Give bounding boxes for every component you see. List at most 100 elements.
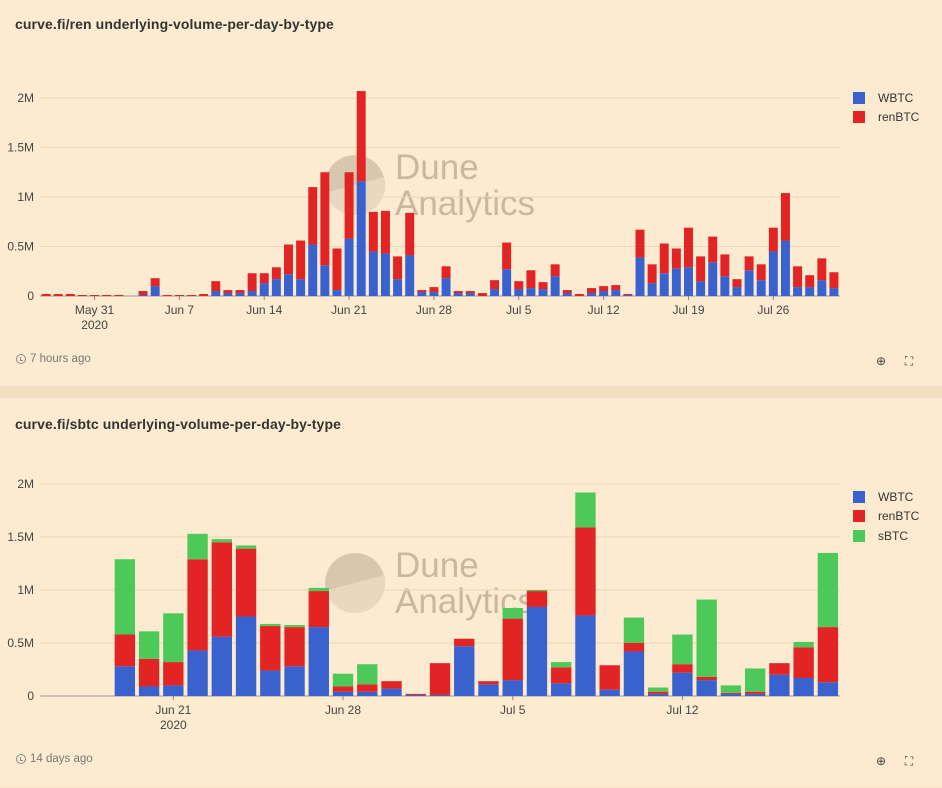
bar-segment-renbtc[interactable]	[259, 273, 269, 284]
bar-segment-wbtc[interactable]	[793, 287, 803, 296]
bar-segment-renbtc[interactable]	[684, 227, 693, 268]
bar-segment-wbtc[interactable]	[550, 276, 560, 296]
bar-segment-renbtc[interactable]	[526, 270, 536, 289]
bar-segment-wbtc[interactable]	[720, 693, 742, 696]
bar-segment-wbtc[interactable]	[332, 691, 354, 696]
bar-segment-sbtc[interactable]	[211, 539, 232, 543]
bar-segment-renbtc[interactable]	[90, 295, 100, 296]
bar-segment-wbtc[interactable]	[611, 290, 621, 296]
bar-segment-renbtc[interactable]	[454, 638, 475, 647]
bar-segment-renbtc[interactable]	[526, 591, 548, 607]
bar-segment-wbtc[interactable]	[138, 686, 160, 696]
bar-segment-renbtc[interactable]	[720, 692, 742, 694]
bar-segment-renbtc[interactable]	[574, 294, 584, 296]
bar-segment-renbtc[interactable]	[138, 291, 148, 296]
bar-segment-renbtc[interactable]	[332, 686, 354, 692]
bar-segment-renbtc[interactable]	[199, 294, 209, 296]
bar-segment-wbtc[interactable]	[380, 253, 390, 296]
bar-segment-sbtc[interactable]	[696, 599, 717, 677]
bar-segment-wbtc[interactable]	[405, 255, 415, 296]
bar-segment-renbtc[interactable]	[599, 665, 620, 690]
bar-segment-renbtc[interactable]	[780, 193, 790, 241]
bar-segment-renbtc[interactable]	[380, 210, 390, 254]
bar-segment-renbtc[interactable]	[211, 281, 221, 292]
bar-segment-renbtc[interactable]	[53, 294, 63, 296]
bar-segment-wbtc[interactable]	[441, 278, 451, 296]
bar-segment-sbtc[interactable]	[308, 587, 329, 592]
bar-segment-renbtc[interactable]	[344, 172, 354, 239]
bar-segment-renbtc[interactable]	[102, 295, 112, 296]
bar-segment-wbtc[interactable]	[684, 267, 693, 296]
bar-segment-wbtc[interactable]	[308, 244, 318, 296]
bar-segment-renbtc[interactable]	[417, 290, 427, 293]
bar-segment-renbtc[interactable]	[235, 290, 245, 294]
bar-segment-wbtc[interactable]	[284, 274, 293, 296]
bar-segment-renbtc[interactable]	[163, 662, 184, 686]
bar-segment-renbtc[interactable]	[429, 663, 451, 695]
bar-segment-sbtc[interactable]	[623, 617, 645, 643]
bar-segment-wbtc[interactable]	[708, 262, 718, 296]
bar-segment-wbtc[interactable]	[659, 273, 669, 296]
bar-segment-renbtc[interactable]	[744, 256, 754, 271]
bar-segment-renbtc[interactable]	[635, 229, 645, 258]
bar-segment-wbtc[interactable]	[381, 688, 402, 696]
bar-segment-renbtc[interactable]	[453, 291, 463, 294]
bar-segment-wbtc[interactable]	[211, 636, 232, 696]
bar-segment-renbtc[interactable]	[696, 676, 717, 681]
bar-segment-renbtc[interactable]	[247, 273, 257, 292]
bar-segment-wbtc[interactable]	[648, 693, 669, 696]
bar-segment-wbtc[interactable]	[732, 287, 742, 296]
bar-segment-renbtc[interactable]	[114, 634, 136, 667]
bar-segment-renbtc[interactable]	[817, 627, 839, 683]
bar-segment-wbtc[interactable]	[562, 293, 572, 296]
bar-segment-renbtc[interactable]	[744, 691, 766, 694]
bar-segment-wbtc[interactable]	[150, 286, 160, 296]
bar-segment-renbtc[interactable]	[817, 258, 827, 281]
bar-segment-wbtc[interactable]	[453, 293, 463, 296]
bar-segment-sbtc[interactable]	[357, 664, 378, 685]
bar-segment-wbtc[interactable]	[769, 674, 790, 696]
bar-segment-sbtc[interactable]	[575, 492, 596, 528]
bar-segment-renbtc[interactable]	[77, 295, 87, 296]
bar-segment-sbtc[interactable]	[551, 662, 572, 668]
bar-segment-renbtc[interactable]	[320, 172, 330, 266]
bar-segment-wbtc[interactable]	[599, 291, 609, 296]
bar-segment-wbtc[interactable]	[344, 238, 354, 296]
bar-segment-sbtc[interactable]	[648, 687, 669, 692]
bar-segment-renbtc[interactable]	[235, 548, 257, 617]
bar-segment-wbtc[interactable]	[465, 293, 475, 296]
bar-segment-renbtc[interactable]	[550, 264, 560, 277]
bar-segment-renbtc[interactable]	[672, 664, 693, 673]
bar-segment-wbtc[interactable]	[575, 615, 596, 696]
bar-segment-wbtc[interactable]	[817, 682, 839, 696]
bar-segment-renbtc[interactable]	[502, 618, 523, 681]
bar-segment-wbtc[interactable]	[696, 281, 706, 296]
bar-segment-renbtc[interactable]	[65, 294, 75, 296]
zoom-in-icon[interactable]: ⊕	[875, 354, 887, 368]
bar-segment-renbtc[interactable]	[368, 211, 378, 252]
bar-segment-wbtc[interactable]	[502, 680, 523, 696]
bar-segment-renbtc[interactable]	[611, 285, 621, 291]
bar-segment-renbtc[interactable]	[647, 264, 657, 284]
bar-segment-renbtc[interactable]	[465, 291, 475, 294]
bar-segment-renbtc[interactable]	[587, 288, 596, 294]
bar-segment-renbtc[interactable]	[308, 591, 329, 628]
bar-segment-wbtc[interactable]	[429, 292, 439, 296]
bar-segment-renbtc[interactable]	[187, 559, 208, 651]
bar-segment-sbtc[interactable]	[235, 545, 257, 549]
bar-segment-renbtc[interactable]	[623, 294, 633, 296]
bar-segment-renbtc[interactable]	[768, 227, 778, 252]
bar-segment-renbtc[interactable]	[793, 647, 814, 678]
bar-segment-sbtc[interactable]	[114, 559, 136, 635]
bar-segment-sbtc[interactable]	[187, 533, 208, 560]
bar-segment-renbtc[interactable]	[211, 542, 232, 637]
bar-segment-renbtc[interactable]	[671, 248, 681, 269]
bar-segment-wbtc[interactable]	[405, 694, 426, 696]
bar-segment-wbtc[interactable]	[114, 666, 136, 696]
bar-segment-renbtc[interactable]	[393, 256, 403, 280]
bar-segment-sbtc[interactable]	[284, 624, 305, 628]
bar-segment-wbtc[interactable]	[514, 289, 524, 296]
legend-item-wbtc[interactable]: WBTC	[853, 88, 919, 108]
bar-segment-wbtc[interactable]	[429, 694, 451, 696]
bar-segment-renbtc[interactable]	[284, 627, 305, 667]
